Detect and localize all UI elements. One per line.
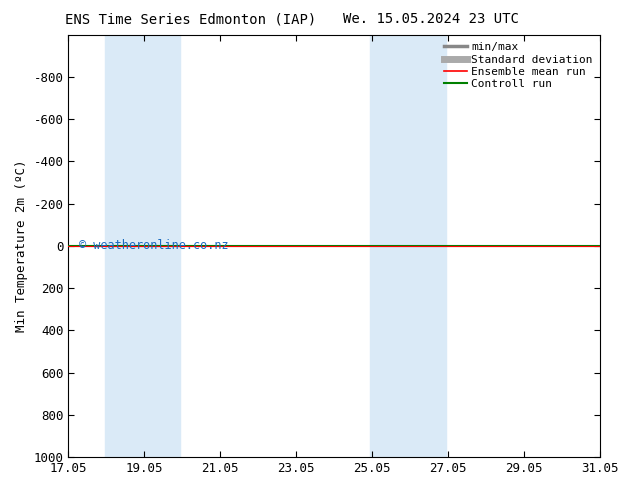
Legend: min/max, Standard deviation, Ensemble mean run, Controll run: min/max, Standard deviation, Ensemble me…	[442, 40, 595, 91]
Bar	[370, 35, 446, 457]
Bar	[105, 35, 181, 457]
Y-axis label: Min Temperature 2m (ºC): Min Temperature 2m (ºC)	[15, 160, 28, 332]
Text: © weatheronline.co.nz: © weatheronline.co.nz	[79, 240, 229, 252]
Text: We. 15.05.2024 23 UTC: We. 15.05.2024 23 UTC	[343, 12, 519, 26]
Text: ENS Time Series Edmonton (IAP): ENS Time Series Edmonton (IAP)	[65, 12, 316, 26]
